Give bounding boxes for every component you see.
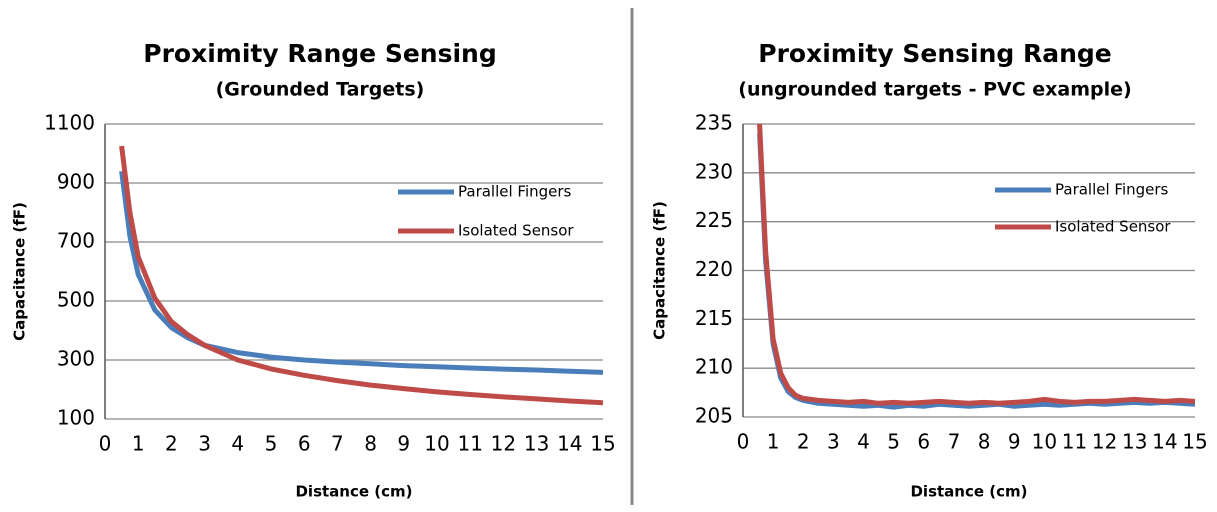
x-tick-label: 10 xyxy=(1032,430,1057,454)
x-tick-label: 6 xyxy=(298,432,311,456)
x-tick-label: 2 xyxy=(797,430,810,454)
y-tick-label: 230 xyxy=(695,159,733,183)
legend-label: Parallel Fingers xyxy=(1055,181,1169,199)
x-tick-label: 11 xyxy=(1062,430,1087,454)
x-tick-label: 14 xyxy=(1152,430,1177,454)
x-tick-label: 15 xyxy=(1182,430,1207,454)
x-tick-label: 13 xyxy=(524,432,549,456)
x-tick-label: 1 xyxy=(132,432,145,456)
x-tick-label: 5 xyxy=(887,430,900,454)
x-tick-label: 3 xyxy=(827,430,840,454)
x-tick-label: 2 xyxy=(165,432,178,456)
x-tick-label: 6 xyxy=(917,430,930,454)
x-tick-label: 5 xyxy=(265,432,278,456)
y-axis-label: Capacitance (fF) xyxy=(651,201,669,340)
y-tick-label: 225 xyxy=(695,208,733,232)
x-tick-label: 9 xyxy=(397,432,410,456)
chart-subtitle: (ungrounded targets - PVC example) xyxy=(738,79,1131,101)
y-tick-label: 210 xyxy=(695,355,733,379)
chart-title: Proximity Range Sensing xyxy=(143,39,496,68)
chart-title: Proximity Sensing Range xyxy=(758,39,1111,68)
x-tick-label: 3 xyxy=(198,432,211,456)
x-tick-label: 12 xyxy=(1092,430,1117,454)
x-tick-label: 8 xyxy=(364,432,377,456)
x-tick-label: 0 xyxy=(737,430,750,454)
x-tick-label: 4 xyxy=(857,430,870,454)
x-tick-label: 13 xyxy=(1122,430,1147,454)
y-tick-label: 500 xyxy=(57,288,95,312)
x-tick-label: 9 xyxy=(1008,430,1021,454)
y-tick-label: 1100 xyxy=(44,111,95,135)
x-tick-label: 1 xyxy=(767,430,780,454)
y-tick-label: 235 xyxy=(695,111,733,135)
x-axis-label: Distance (cm) xyxy=(295,483,412,501)
y-tick-label: 300 xyxy=(57,347,95,371)
series-line xyxy=(757,124,1195,406)
series-line xyxy=(119,145,603,406)
x-tick-label: 8 xyxy=(978,430,991,454)
y-tick-label: 220 xyxy=(695,257,733,281)
y-tick-label: 900 xyxy=(57,170,95,194)
legend-label: Isolated Sensor xyxy=(458,222,574,240)
chart-subtitle: (Grounded Targets) xyxy=(216,79,425,101)
y-tick-label: 205 xyxy=(695,404,733,428)
x-tick-label: 0 xyxy=(99,432,112,456)
x-tick-label: 10 xyxy=(424,432,449,456)
x-tick-label: 11 xyxy=(457,432,482,456)
y-tick-label: 700 xyxy=(57,229,95,253)
x-tick-label: 7 xyxy=(331,432,344,456)
x-tick-label: 15 xyxy=(590,432,615,456)
y-tick-label: 100 xyxy=(57,406,95,430)
x-tick-label: 7 xyxy=(948,430,961,454)
series-line xyxy=(119,170,603,375)
x-tick-label: 14 xyxy=(557,432,582,456)
y-axis-label: Capacitance (fF) xyxy=(11,202,29,341)
x-tick-label: 12 xyxy=(491,432,516,456)
legend-label: Isolated Sensor xyxy=(1055,218,1171,236)
y-tick-label: 215 xyxy=(695,306,733,330)
legend-label: Parallel Fingers xyxy=(458,183,572,201)
x-tick-label: 4 xyxy=(231,432,244,456)
x-axis-label: Distance (cm) xyxy=(910,483,1027,501)
